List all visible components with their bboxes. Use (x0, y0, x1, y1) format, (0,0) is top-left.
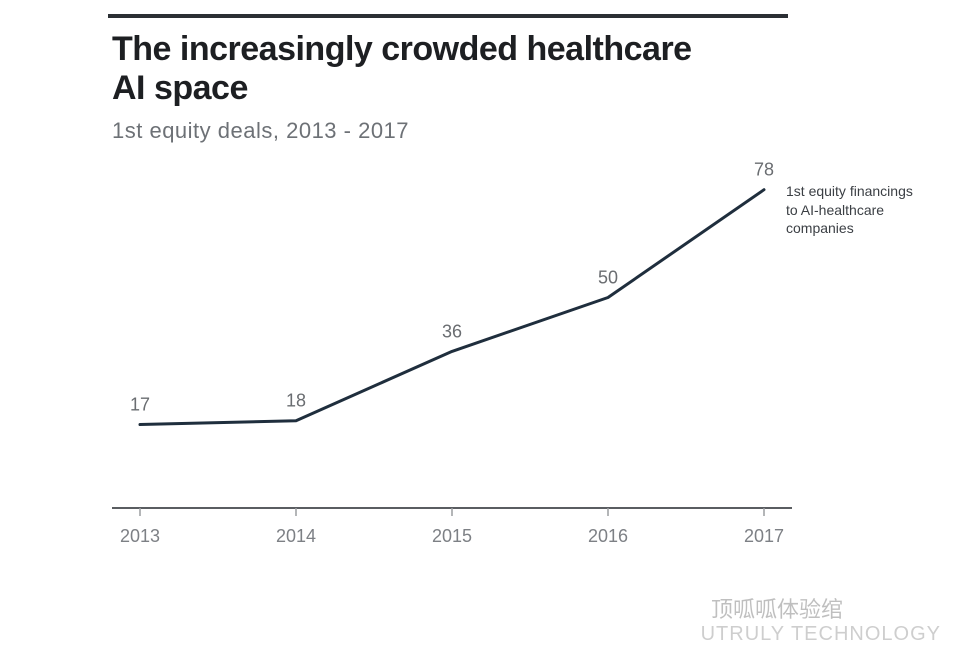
value-label: 17 (130, 395, 150, 415)
series-line (140, 190, 764, 425)
x-axis-label: 2016 (588, 526, 628, 546)
x-axis-label: 2013 (120, 526, 160, 546)
line-chart: 201320142015201620171718365078 (112, 168, 792, 598)
top-rule (108, 14, 788, 18)
chart-svg: 201320142015201620171718365078 (112, 168, 792, 598)
value-label: 78 (754, 160, 774, 180)
x-axis-label: 2017 (744, 526, 784, 546)
chart-subtitle: 1st equity deals, 2013 - 2017 (112, 118, 409, 144)
x-axis-label: 2014 (276, 526, 316, 546)
chart-frame: The increasingly crowded healthcare AI s… (0, 0, 953, 652)
chart-title: The increasingly crowded healthcare AI s… (112, 30, 712, 108)
value-label: 18 (286, 391, 306, 411)
value-label: 50 (598, 268, 618, 288)
watermark-en: UTRULY TECHNOLOGY (701, 623, 941, 646)
series-annotation: 1st equity financings to AI-healthcare c… (786, 182, 926, 239)
x-axis-label: 2015 (432, 526, 472, 546)
value-label: 36 (442, 321, 462, 341)
